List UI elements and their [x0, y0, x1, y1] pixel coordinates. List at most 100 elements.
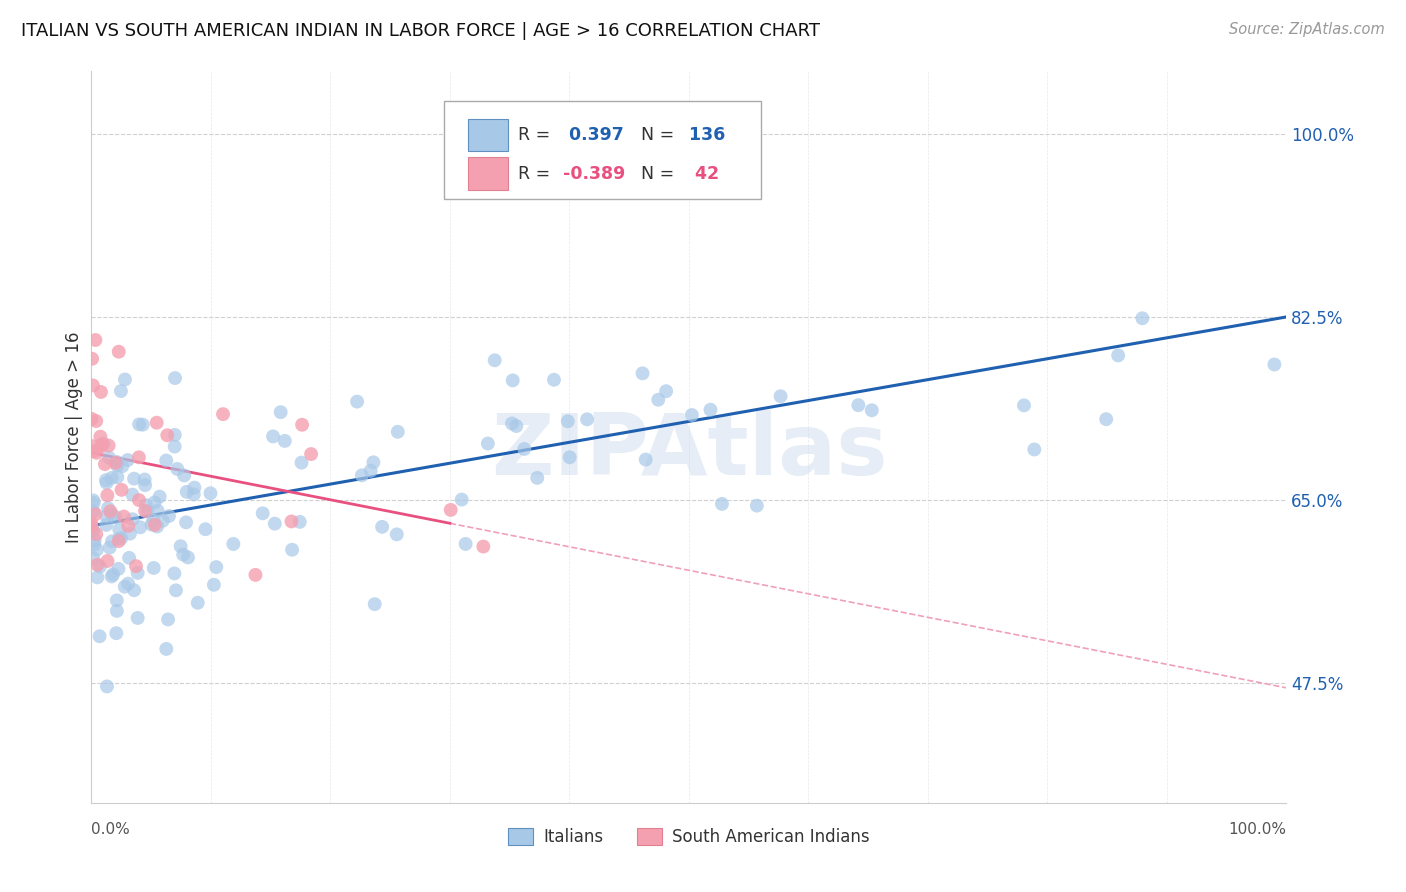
- Point: [222, 537, 245, 551]
- Point: [94, 457, 117, 471]
- Point: [290, 456, 312, 470]
- FancyBboxPatch shape: [468, 158, 509, 190]
- Point: [134, 478, 156, 492]
- Point: [143, 517, 166, 532]
- Point: [202, 578, 225, 592]
- Point: [155, 453, 177, 467]
- Point: [163, 566, 186, 581]
- Point: [183, 487, 205, 501]
- Point: [86, 446, 108, 460]
- Text: R =: R =: [517, 126, 550, 144]
- Point: [98, 541, 121, 555]
- Point: [110, 531, 132, 545]
- Text: 0.0%: 0.0%: [91, 822, 131, 837]
- Point: [1107, 348, 1129, 362]
- Point: [346, 394, 368, 409]
- Point: [558, 450, 581, 465]
- Point: [86, 570, 108, 584]
- Point: [110, 384, 132, 398]
- Point: [107, 344, 129, 359]
- Point: [96, 554, 118, 568]
- Point: [84, 527, 107, 541]
- Point: [174, 516, 197, 530]
- Point: [156, 428, 179, 442]
- Text: ZIPAtlas: ZIPAtlas: [491, 410, 887, 493]
- Point: [450, 492, 472, 507]
- Point: [97, 501, 120, 516]
- Point: [288, 515, 311, 529]
- Point: [157, 612, 180, 626]
- Point: [114, 580, 136, 594]
- Point: [477, 436, 499, 450]
- Point: [82, 524, 104, 538]
- Point: [84, 414, 107, 428]
- Point: [299, 447, 322, 461]
- Point: [82, 504, 104, 518]
- Point: [134, 504, 156, 518]
- Point: [108, 523, 131, 537]
- Point: [122, 583, 145, 598]
- Point: [128, 450, 150, 465]
- Point: [96, 508, 118, 523]
- Point: [163, 440, 186, 454]
- Point: [263, 516, 285, 531]
- Point: [107, 562, 129, 576]
- Point: [166, 462, 188, 476]
- Point: [96, 680, 118, 694]
- Point: [86, 558, 108, 572]
- Point: [118, 526, 141, 541]
- Point: [152, 514, 174, 528]
- Point: [82, 551, 104, 566]
- Text: 100.0%: 100.0%: [1229, 822, 1286, 837]
- Text: -0.389: -0.389: [564, 164, 626, 183]
- Point: [83, 537, 105, 551]
- Point: [200, 486, 222, 500]
- Point: [281, 542, 304, 557]
- Point: [165, 583, 187, 598]
- Point: [846, 398, 869, 412]
- Point: [117, 576, 139, 591]
- Point: [634, 452, 657, 467]
- Point: [699, 402, 721, 417]
- Point: [107, 534, 129, 549]
- Point: [96, 475, 118, 490]
- Point: [172, 548, 194, 562]
- Point: [1263, 358, 1285, 372]
- Point: [141, 517, 163, 532]
- Point: [90, 439, 112, 453]
- Point: [350, 468, 373, 483]
- Point: [149, 490, 172, 504]
- Point: [274, 434, 297, 448]
- Point: [440, 503, 463, 517]
- Point: [131, 417, 153, 432]
- Point: [128, 493, 150, 508]
- Point: [84, 333, 107, 347]
- Point: [647, 392, 669, 407]
- Point: [101, 471, 124, 485]
- Point: [557, 414, 579, 428]
- Point: [169, 539, 191, 553]
- Text: ITALIAN VS SOUTH AMERICAN INDIAN IN LABOR FORCE | AGE > 16 CORRELATION CHART: ITALIAN VS SOUTH AMERICAN INDIAN IN LABO…: [21, 22, 820, 40]
- Point: [505, 419, 527, 434]
- Point: [105, 455, 128, 469]
- Text: R =: R =: [517, 164, 550, 183]
- Point: [576, 412, 599, 426]
- Point: [502, 373, 524, 387]
- Point: [98, 504, 121, 518]
- Point: [93, 436, 115, 450]
- Point: [163, 428, 186, 442]
- Point: [143, 495, 166, 509]
- Point: [83, 496, 105, 510]
- Point: [655, 384, 678, 399]
- Point: [96, 518, 118, 533]
- Point: [387, 425, 409, 439]
- Point: [176, 484, 198, 499]
- Point: [112, 509, 135, 524]
- Point: [89, 629, 111, 643]
- Point: [110, 483, 132, 497]
- Point: [262, 429, 284, 443]
- Point: [280, 515, 302, 529]
- Point: [454, 537, 477, 551]
- Point: [84, 508, 107, 522]
- Point: [860, 403, 883, 417]
